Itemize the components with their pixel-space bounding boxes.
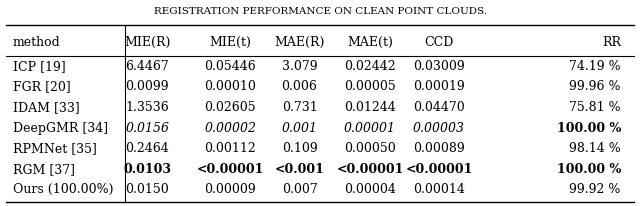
Text: 0.00001: 0.00001 bbox=[344, 122, 396, 135]
Text: 98.14 %: 98.14 % bbox=[569, 142, 621, 155]
Text: 0.00003: 0.00003 bbox=[413, 122, 465, 135]
Text: 0.02442: 0.02442 bbox=[344, 60, 396, 73]
Text: <0.00001: <0.00001 bbox=[405, 163, 473, 176]
Text: 0.00005: 0.00005 bbox=[344, 80, 396, 93]
Text: 0.05446: 0.05446 bbox=[205, 60, 256, 73]
Text: 0.04470: 0.04470 bbox=[413, 101, 465, 114]
Text: method: method bbox=[13, 36, 61, 49]
Text: <0.001: <0.001 bbox=[275, 163, 324, 176]
Text: 0.00112: 0.00112 bbox=[205, 142, 256, 155]
Text: Ours (100.00%): Ours (100.00%) bbox=[13, 183, 113, 196]
Text: 0.00004: 0.00004 bbox=[344, 183, 396, 196]
Text: 0.0156: 0.0156 bbox=[125, 122, 169, 135]
Text: ICP [19]: ICP [19] bbox=[13, 60, 65, 73]
Text: 0.001: 0.001 bbox=[282, 122, 317, 135]
Text: 0.0103: 0.0103 bbox=[124, 163, 172, 176]
Text: MIE(t): MIE(t) bbox=[209, 36, 252, 49]
Text: CCD: CCD bbox=[424, 36, 454, 49]
Text: 3.079: 3.079 bbox=[282, 60, 317, 73]
Text: 0.0099: 0.0099 bbox=[125, 80, 169, 93]
Text: 0.00014: 0.00014 bbox=[413, 183, 465, 196]
Text: 0.00009: 0.00009 bbox=[205, 183, 256, 196]
Text: 0.03009: 0.03009 bbox=[413, 60, 465, 73]
Text: 0.109: 0.109 bbox=[282, 142, 317, 155]
Text: 99.96 %: 99.96 % bbox=[570, 80, 621, 93]
Text: MAE(t): MAE(t) bbox=[347, 36, 393, 49]
Text: 100.00 %: 100.00 % bbox=[557, 122, 621, 135]
Text: 0.00002: 0.00002 bbox=[204, 122, 257, 135]
Text: MAE(R): MAE(R) bbox=[275, 36, 324, 49]
Text: FGR [20]: FGR [20] bbox=[13, 80, 70, 93]
Text: 0.00089: 0.00089 bbox=[413, 142, 465, 155]
Text: 74.19 %: 74.19 % bbox=[569, 60, 621, 73]
Text: 0.01244: 0.01244 bbox=[344, 101, 396, 114]
Text: IDAM [33]: IDAM [33] bbox=[13, 101, 79, 114]
Text: 0.00050: 0.00050 bbox=[344, 142, 396, 155]
Text: <0.00001: <0.00001 bbox=[336, 163, 404, 176]
Text: REGISTRATION PERFORMANCE ON CLEAN POINT CLOUDS.: REGISTRATION PERFORMANCE ON CLEAN POINT … bbox=[154, 7, 486, 16]
Text: 0.2464: 0.2464 bbox=[125, 142, 169, 155]
Text: <0.00001: <0.00001 bbox=[196, 163, 264, 176]
Text: 0.00019: 0.00019 bbox=[413, 80, 465, 93]
Text: 1.3536: 1.3536 bbox=[125, 101, 169, 114]
Text: 0.0150: 0.0150 bbox=[125, 183, 169, 196]
Text: 99.92 %: 99.92 % bbox=[570, 183, 621, 196]
Text: 100.00 %: 100.00 % bbox=[557, 163, 621, 176]
Text: 0.02605: 0.02605 bbox=[205, 101, 256, 114]
Text: 0.731: 0.731 bbox=[282, 101, 317, 114]
Text: RGM [37]: RGM [37] bbox=[13, 163, 75, 176]
Text: RPMNet [35]: RPMNet [35] bbox=[13, 142, 97, 155]
Text: 0.006: 0.006 bbox=[282, 80, 317, 93]
Text: DeepGMR [34]: DeepGMR [34] bbox=[13, 122, 108, 135]
Text: MIE(R): MIE(R) bbox=[124, 36, 170, 49]
Text: RR: RR bbox=[602, 36, 621, 49]
Text: 6.4467: 6.4467 bbox=[125, 60, 169, 73]
Text: 0.007: 0.007 bbox=[282, 183, 317, 196]
Text: 75.81 %: 75.81 % bbox=[569, 101, 621, 114]
Text: 0.00010: 0.00010 bbox=[204, 80, 257, 93]
